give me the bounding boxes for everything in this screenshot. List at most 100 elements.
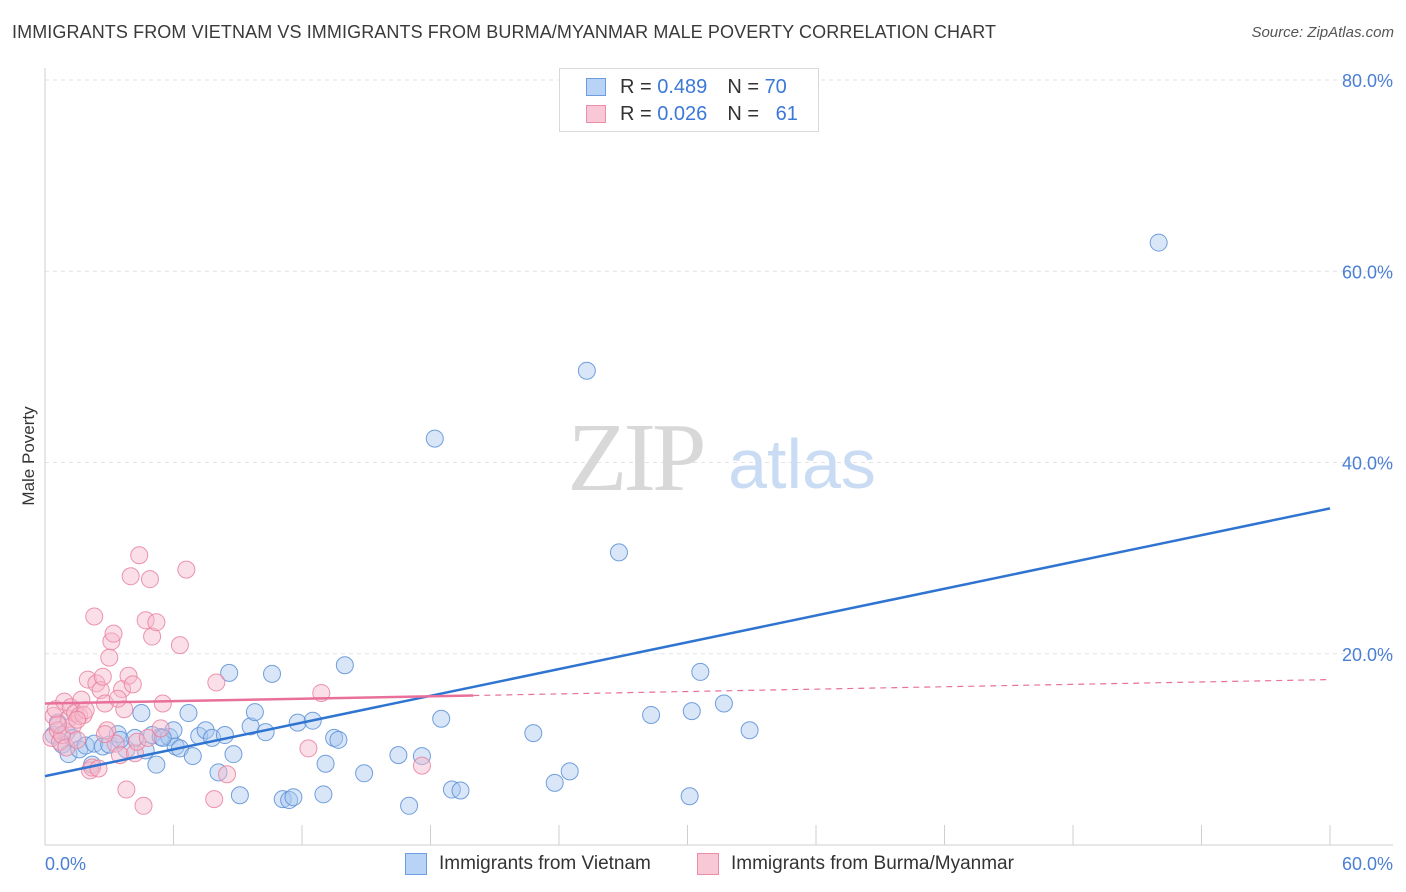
data-point-burma <box>91 681 110 700</box>
data-point-vietnam <box>425 429 444 448</box>
x-tick-label-max: 60.0% <box>1342 854 1393 874</box>
data-point-burma <box>143 627 162 646</box>
legend-r-label: R = <box>620 75 652 98</box>
x-tick-label-min: 0.0% <box>45 854 86 874</box>
data-point-burma <box>151 719 170 738</box>
y-axis-title: Male Poverty <box>19 406 38 506</box>
data-point-burma <box>108 689 127 708</box>
legend-row-burma: R = 0.026 N = 61 <box>586 102 798 126</box>
trend-line-burma <box>44 694 474 705</box>
data-point-vietnam <box>577 361 596 380</box>
data-point-burma <box>119 666 138 685</box>
legend-swatch-vietnam <box>586 78 606 96</box>
data-point-burma <box>147 613 166 632</box>
data-point-vietnam <box>545 773 564 792</box>
data-point-vietnam <box>245 703 264 722</box>
bottom-legend-swatch-burma <box>697 853 719 875</box>
legend-r-value-burma: 0.026 <box>657 102 708 125</box>
grid-layer <box>45 79 1393 655</box>
data-point-vietnam <box>680 787 699 806</box>
series-burma-points <box>42 546 431 815</box>
chart-title: IMMIGRANTS FROM VIETNAM VS IMMIGRANTS FR… <box>12 22 997 42</box>
ticks-layer: 20.0% 40.0% 60.0% 80.0% 0.0% 60.0% <box>45 71 1393 874</box>
data-point-vietnam <box>132 704 151 723</box>
legend-n-label: N = <box>727 75 759 98</box>
data-point-burma <box>68 710 87 729</box>
legend-n-value-burma: 61 <box>775 102 798 125</box>
watermark: ZIP atlas <box>568 404 876 512</box>
data-point-vietnam <box>183 747 202 766</box>
data-point-burma <box>140 570 159 589</box>
watermark-zip: ZIP <box>568 404 703 512</box>
data-point-burma <box>68 730 87 749</box>
bottom-legend-swatch-vietnam <box>405 853 427 875</box>
data-point-vietnam <box>609 543 628 562</box>
data-point-burma <box>48 715 67 734</box>
data-point-vietnam <box>196 721 215 740</box>
data-point-burma <box>57 738 76 757</box>
data-point-vietnam <box>740 721 759 740</box>
legend-swatch-burma <box>586 105 606 123</box>
data-point-burma <box>121 567 140 586</box>
data-point-vietnam <box>224 745 243 764</box>
data-point-burma <box>85 607 104 626</box>
bottom-legend-label-burma: Immigrants from Burma/Myanmar <box>731 853 1014 874</box>
data-point-vietnam <box>220 663 239 682</box>
watermark-atlas: atlas <box>728 425 876 503</box>
data-point-burma <box>95 725 114 744</box>
data-point-burma <box>44 706 63 725</box>
data-point-burma <box>412 756 431 775</box>
data-point-vietnam <box>284 788 303 807</box>
data-point-vietnam <box>389 746 408 765</box>
data-point-burma <box>218 765 237 784</box>
data-point-burma <box>117 780 136 799</box>
data-point-burma <box>100 648 119 667</box>
bottom-legend-vietnam: Immigrants from Vietnam <box>405 851 651 877</box>
data-point-burma <box>153 694 172 713</box>
y-tick-label: 60.0% <box>1342 262 1393 282</box>
data-point-vietnam <box>316 754 335 773</box>
axes-layer <box>44 68 1393 846</box>
data-point-vietnam <box>432 709 451 728</box>
data-point-burma <box>205 790 224 809</box>
data-point-burma <box>123 675 142 694</box>
data-point-burma <box>207 673 226 692</box>
data-point-burma <box>128 732 147 751</box>
source-label: Source: ZipAtlas.com <box>1251 24 1394 41</box>
legend-n-value-vietnam: 70 <box>764 75 787 98</box>
data-point-vietnam <box>714 694 733 713</box>
data-point-vietnam <box>263 664 282 683</box>
data-point-burma <box>134 796 153 815</box>
data-point-vietnam <box>682 702 701 721</box>
data-point-vietnam <box>314 785 333 804</box>
trend-line-burma-extension <box>473 678 1331 697</box>
data-point-burma <box>170 636 189 655</box>
trend-line-vietnam <box>44 507 1331 778</box>
data-point-vietnam <box>355 764 374 783</box>
stats-legend: R = 0.489 N = 70 R = 0.026 N = 61 <box>559 68 819 132</box>
data-point-burma <box>104 624 123 643</box>
series-vietnam-points <box>44 233 1168 815</box>
data-point-burma <box>102 632 121 651</box>
data-point-burma <box>130 546 149 565</box>
bottom-legend-label-vietnam: Immigrants from Vietnam <box>439 853 651 874</box>
data-point-vietnam <box>147 755 166 774</box>
data-point-vietnam <box>335 656 354 675</box>
data-point-vietnam <box>1149 233 1168 252</box>
data-point-burma <box>93 667 112 686</box>
data-point-vietnam <box>691 662 710 681</box>
legend-n-label: N = <box>727 102 759 125</box>
legend-r-label: R = <box>620 102 652 125</box>
data-point-vietnam <box>400 796 419 815</box>
data-point-burma <box>78 670 97 689</box>
legend-row-vietnam: R = 0.489 N = 70 <box>586 75 787 99</box>
legend-r-value-vietnam: 0.489 <box>657 75 708 98</box>
y-tick-label: 20.0% <box>1342 645 1393 665</box>
data-point-vietnam <box>329 730 348 749</box>
data-point-vietnam <box>560 762 579 781</box>
y-tick-label: 40.0% <box>1342 454 1393 474</box>
data-point-burma <box>177 560 196 579</box>
data-point-burma <box>138 728 157 747</box>
data-point-vietnam <box>230 786 249 805</box>
